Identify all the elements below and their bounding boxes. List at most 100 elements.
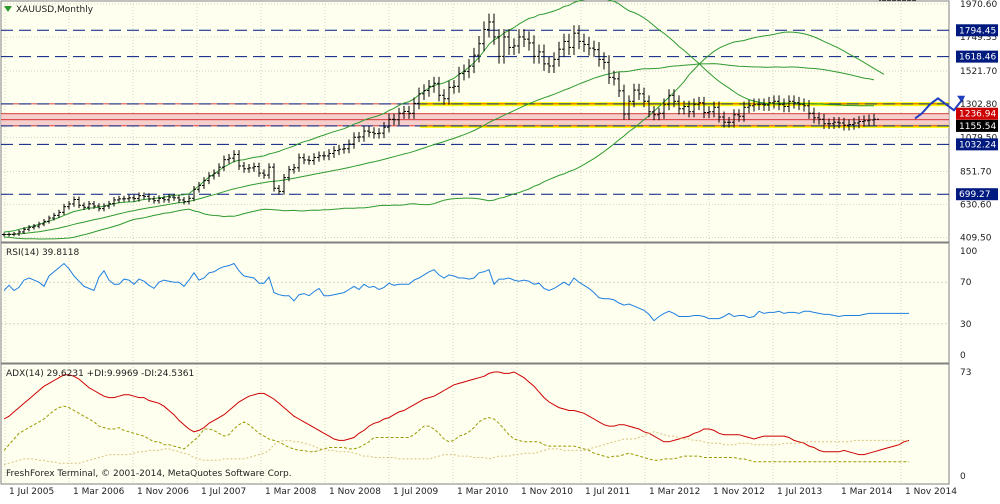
price-label-text: 1155.54 [959, 122, 996, 132]
price-bar [627, 95, 631, 120]
bollinger-lower [3, 31, 885, 240]
price-bar [757, 98, 761, 111]
price-bar [27, 225, 31, 232]
price-bar [387, 113, 391, 133]
price-bar [542, 44, 546, 71]
x-tick-label: 1 Mar 2012 [649, 487, 700, 497]
price-label-box [956, 188, 998, 201]
price-label: 1794.45 [956, 24, 998, 37]
x-tick-label: 1 Nov 2014 [905, 487, 957, 497]
price-bar [587, 36, 591, 56]
price-bar [357, 132, 361, 143]
price-bar [337, 144, 341, 155]
x-tick-label: 1 Nov 2006 [137, 487, 189, 497]
price-bar [407, 105, 411, 119]
price-bar [77, 196, 81, 209]
price-bar [592, 40, 596, 58]
price-bar [842, 117, 846, 131]
price-bar [582, 33, 586, 53]
price-label-text: 1794.45 [959, 26, 996, 36]
price-bar [307, 155, 311, 165]
x-tick-label: 1 Mar 2008 [265, 487, 317, 497]
price-bar [692, 98, 696, 118]
price-bar [252, 162, 256, 172]
price-bar [747, 99, 751, 114]
price-bar [207, 172, 211, 185]
bollinger-middle [3, 63, 875, 235]
price-bar [867, 114, 871, 127]
x-axis-labels: 1 Jul 2005 1 Mar 2006 1 Nov 2006 1 Jul 2007… [9, 487, 957, 497]
price-bar [507, 29, 511, 55]
price-bar [22, 227, 26, 234]
price-bar [462, 64, 466, 81]
price-bar [807, 99, 811, 119]
price-bar [212, 169, 216, 180]
price-bar [247, 163, 251, 173]
adx-lines [3, 371, 910, 466]
price-label: 1032.24 [956, 138, 998, 151]
price-label-box [956, 119, 998, 132]
price-bar [847, 119, 851, 131]
rsi-tick-label: 0 [960, 351, 966, 361]
price-bar [522, 29, 526, 47]
price-bar [762, 98, 766, 111]
price-bar [827, 118, 831, 129]
price-bar [782, 98, 786, 113]
price-bar [397, 107, 401, 126]
terminal-footer: FreshForex Terminal, © 2001-2014, MetaQu… [6, 469, 292, 479]
price-bar [157, 195, 161, 204]
price-bar [637, 83, 641, 100]
price-bar [497, 29, 501, 64]
price-bar [567, 33, 571, 55]
price-bar [767, 96, 771, 111]
price-bar [332, 146, 336, 158]
price-bar [142, 192, 146, 200]
price-bar [107, 200, 111, 209]
price-bar [292, 163, 296, 174]
price-bar [52, 212, 56, 221]
adx-tick-label: 0 [960, 472, 966, 482]
price-bar [602, 52, 606, 70]
price-bar [322, 151, 326, 161]
price-bar [622, 84, 626, 120]
price-bar [262, 169, 266, 179]
price-bar [777, 95, 781, 111]
price-tick-label: 1079.50 [960, 133, 997, 143]
price-bar [102, 203, 106, 212]
price-bar [232, 150, 236, 163]
price-label: 699.27 [956, 188, 998, 201]
price-bar [32, 223, 36, 230]
price-bar [72, 196, 76, 207]
x-tick-label: 1 Mar 2014 [841, 487, 893, 497]
price-bar [352, 132, 356, 149]
x-tick-label: 1 Mar 2006 [73, 487, 125, 497]
price-bar [577, 25, 581, 50]
price-bar [812, 107, 816, 124]
price-bar [527, 31, 531, 51]
price-bar [772, 95, 776, 109]
adx-tick-label: 73 [960, 368, 971, 378]
price-label-text: 1618.46 [959, 53, 996, 63]
price-bar [237, 150, 241, 170]
price-bar [17, 229, 21, 236]
price-bar [862, 115, 866, 127]
price-bar [877, 0, 881, 120]
price-bar [732, 109, 736, 128]
price-bar [427, 79, 431, 97]
price-bar [217, 163, 221, 177]
price-bar [597, 42, 601, 67]
price-bar [677, 95, 681, 115]
price-bar [182, 196, 186, 205]
rsi-grid [1, 243, 949, 363]
price-bar [512, 38, 516, 55]
price-bar [817, 112, 821, 125]
price-bar [872, 113, 876, 126]
x-tick-label: 1 Nov 2008 [329, 487, 381, 497]
price-bar [667, 89, 671, 111]
x-tick-label: 1 Nov 2010 [521, 487, 573, 497]
adx-grid [4, 364, 902, 484]
price-bar [197, 182, 201, 193]
price-bar [367, 126, 371, 138]
price-bar [67, 201, 71, 210]
